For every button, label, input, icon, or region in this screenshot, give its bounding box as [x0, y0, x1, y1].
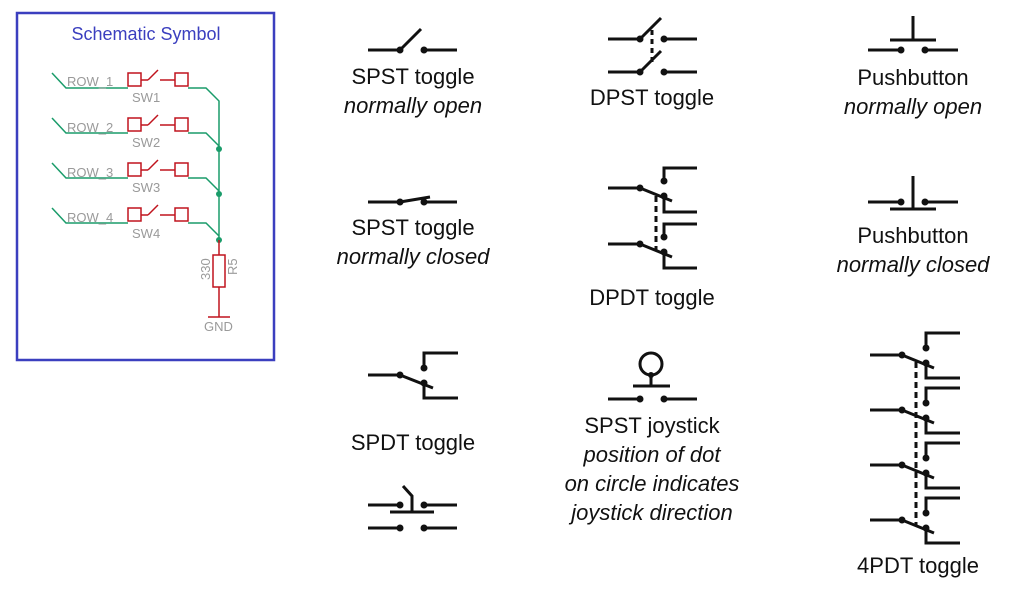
spst-no-label: SPST toggle normally open	[313, 62, 513, 120]
pb-nc-label: Pushbutton normally closed	[813, 221, 1013, 279]
spdt-symbol	[368, 351, 458, 400]
fourpdt-symbol	[870, 331, 960, 545]
spdt-label: SPDT toggle	[313, 428, 513, 457]
dpdt-symbol	[608, 166, 697, 270]
switch-ref-4: SW4	[132, 226, 160, 241]
ground-symbol: GND	[204, 316, 233, 334]
switch-row-3: ROW_3 SW3	[51, 159, 220, 195]
ground-label: GND	[204, 319, 233, 334]
switch-ref-3: SW3	[132, 180, 160, 195]
pb-no-title: Pushbutton	[857, 65, 969, 90]
row-label-3: ROW_3	[67, 165, 113, 180]
pb-nc-subtitle: normally closed	[836, 252, 990, 277]
row-label-2: ROW_2	[67, 120, 113, 135]
resistor-value: 330	[198, 258, 213, 280]
spdt-title: SPDT toggle	[350, 430, 476, 455]
spst-nc-subtitle: normally closed	[336, 244, 490, 269]
panel-title: Schematic Symbol	[71, 24, 220, 44]
row-label-1: ROW_1	[67, 74, 113, 89]
joystick-note-1: position of dot	[583, 442, 721, 467]
joystick-symbol	[608, 351, 697, 403]
switch-row-4: ROW_4 SW4	[51, 204, 220, 241]
pushbutton-small-symbol	[368, 484, 457, 532]
resistor-ref: R5	[225, 258, 240, 275]
pb-no-subtitle: normally open	[843, 94, 983, 119]
spst-no-symbol	[368, 27, 457, 54]
joystick-title: SPST joystick	[584, 413, 720, 438]
switch-ref-2: SW2	[132, 135, 160, 150]
dpst-symbol	[608, 16, 697, 76]
pb-nc-title: Pushbutton	[857, 223, 969, 248]
dpdt-title: DPDT toggle	[589, 285, 715, 310]
switch-ref-1: SW1	[132, 90, 160, 105]
dpdt-label: DPDT toggle	[552, 283, 752, 312]
pb-no-label: Pushbutton normally open	[813, 63, 1013, 121]
spst-nc-label: SPST toggle normally closed	[313, 213, 513, 271]
dpst-title: DPST toggle	[589, 85, 715, 110]
joystick-note-3: joystick direction	[571, 500, 733, 525]
spst-nc-symbol	[368, 195, 457, 206]
row-label-4: ROW_4	[67, 210, 113, 225]
joystick-label: SPST joystick position of dot on circle …	[532, 411, 772, 527]
resistor-r5: 330 R5	[198, 240, 240, 317]
spst-no-subtitle: normally open	[343, 93, 483, 118]
pushbutton-no-symbol	[868, 16, 958, 54]
fourpdt-label: 4PDT toggle	[818, 551, 1018, 580]
panel-border	[15, 11, 276, 362]
pushbutton-nc-symbol	[868, 176, 958, 211]
switch-row-2: ROW_2 SW2	[51, 114, 220, 150]
spst-nc-title: SPST toggle	[351, 215, 475, 240]
dpst-label: DPST toggle	[552, 83, 752, 112]
spst-no-title: SPST toggle	[351, 64, 475, 89]
fourpdt-title: 4PDT toggle	[857, 553, 979, 578]
switch-row-1: ROW_1 SW1	[51, 69, 220, 149]
joystick-note-2: on circle indicates	[564, 471, 740, 496]
